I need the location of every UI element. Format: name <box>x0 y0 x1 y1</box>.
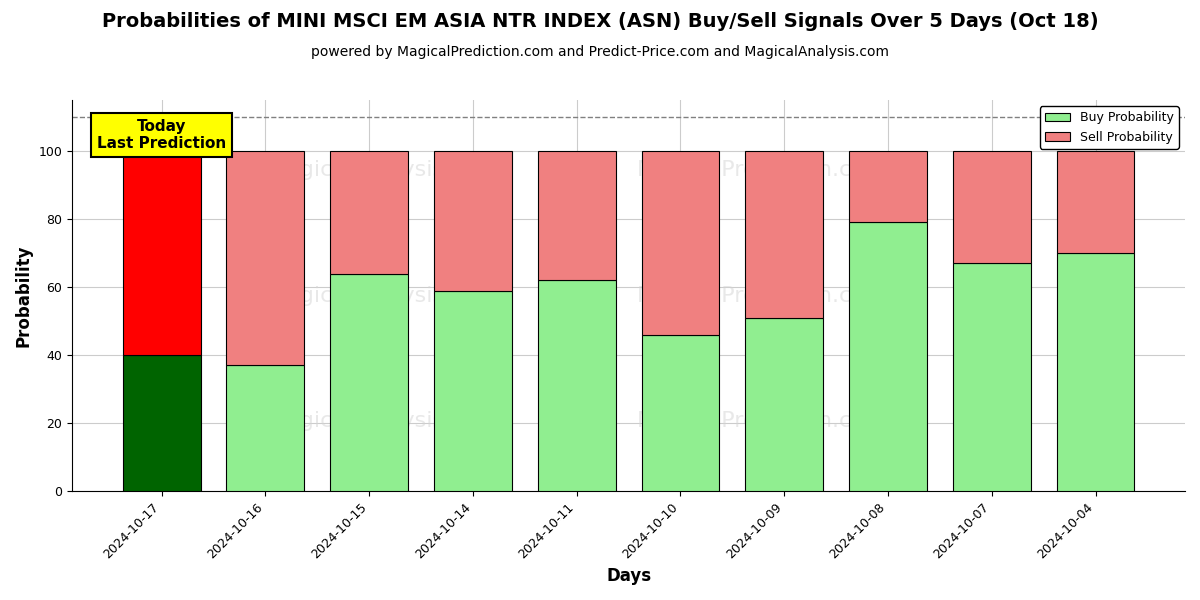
Bar <box>1056 151 1134 253</box>
Bar <box>434 290 512 491</box>
Text: MagicalAnalysis.com: MagicalAnalysis.com <box>268 286 499 305</box>
Text: powered by MagicalPrediction.com and Predict-Price.com and MagicalAnalysis.com: powered by MagicalPrediction.com and Pre… <box>311 45 889 59</box>
X-axis label: Days: Days <box>606 567 652 585</box>
Bar <box>538 151 616 280</box>
Bar <box>330 274 408 491</box>
Bar <box>953 151 1031 263</box>
Bar <box>122 355 200 491</box>
Bar <box>434 151 512 290</box>
Bar <box>642 151 719 335</box>
Text: MagicalAnalysis.com: MagicalAnalysis.com <box>268 411 499 431</box>
Bar <box>122 151 200 355</box>
Text: MagicalAnalysis.com: MagicalAnalysis.com <box>268 160 499 181</box>
Bar <box>538 280 616 491</box>
Y-axis label: Probability: Probability <box>16 244 34 347</box>
Bar <box>227 151 305 365</box>
Text: MagicalPrediction.com: MagicalPrediction.com <box>637 411 887 431</box>
Text: MagicalPrediction.com: MagicalPrediction.com <box>637 160 887 181</box>
Bar <box>953 263 1031 491</box>
Bar <box>642 335 719 491</box>
Bar <box>745 318 823 491</box>
Bar <box>745 151 823 318</box>
Bar <box>850 151 926 223</box>
Text: Probabilities of MINI MSCI EM ASIA NTR INDEX (ASN) Buy/Sell Signals Over 5 Days : Probabilities of MINI MSCI EM ASIA NTR I… <box>102 12 1098 31</box>
Bar <box>330 151 408 274</box>
Bar <box>227 365 305 491</box>
Legend: Buy Probability, Sell Probability: Buy Probability, Sell Probability <box>1040 106 1178 149</box>
Text: MagicalPrediction.com: MagicalPrediction.com <box>637 286 887 305</box>
Text: Today
Last Prediction: Today Last Prediction <box>97 119 227 151</box>
Bar <box>850 223 926 491</box>
Bar <box>1056 253 1134 491</box>
